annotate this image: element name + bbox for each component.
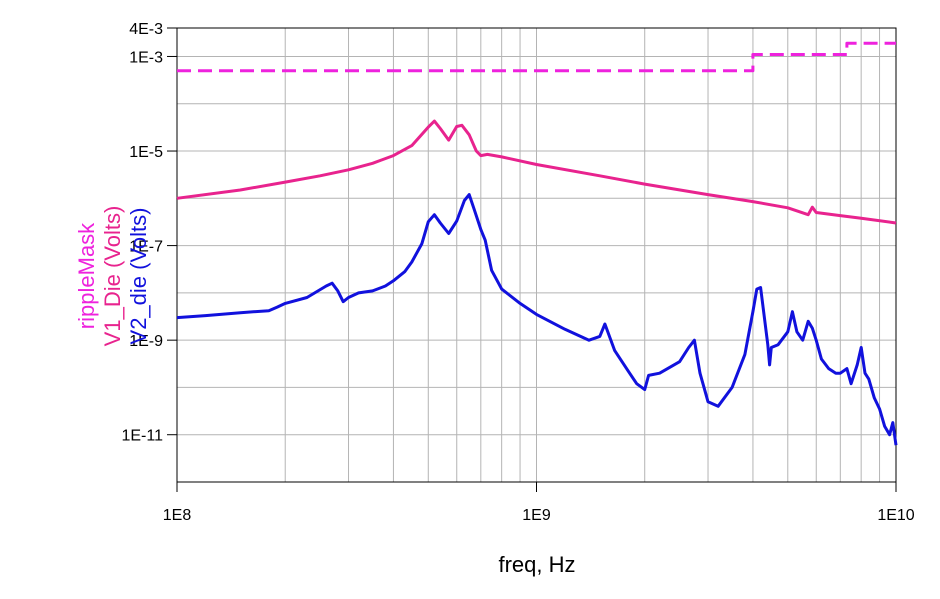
- x-tick-label: 1E9: [522, 507, 551, 524]
- x-tick-label: 1E8: [163, 507, 192, 524]
- y-axis: 4E-3 1E-3 1E-5 1E-7 1E-9 1E-11: [121, 21, 177, 445]
- legend-entry: rippleMask: [74, 222, 99, 329]
- x-axis-label: freq, Hz: [498, 552, 575, 577]
- grid: [177, 28, 896, 482]
- x-axis: 1E8 1E9 1E10: [163, 482, 915, 524]
- legend-entry: V2_die (Volts): [126, 208, 151, 345]
- legend-entry: V1_Die (Volts): [100, 206, 125, 347]
- series-line-v1-die-volts: [176, 119, 897, 225]
- x-tick-label: 1E10: [877, 507, 914, 524]
- y-tick-label: 1E-9: [129, 333, 163, 350]
- y-tick-label: 1E-5: [129, 144, 163, 161]
- series-line-v2-die-volts: [176, 193, 898, 446]
- series: [176, 41, 898, 446]
- y-tick-label: 1E-7: [129, 239, 163, 256]
- legend: rippleMaskV1_Die (Volts)V2_die (Volts): [74, 206, 151, 347]
- y-tick-label: 4E-3: [129, 21, 163, 38]
- y-tick-label: 1E-11: [121, 428, 163, 445]
- series-line-ripplemask: [177, 41, 896, 73]
- y-tick-label: 1E-3: [129, 49, 163, 66]
